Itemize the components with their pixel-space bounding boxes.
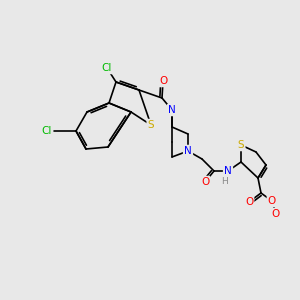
Text: H: H [220, 176, 227, 185]
Text: O: O [159, 76, 167, 86]
Text: O: O [272, 209, 280, 219]
Text: N: N [224, 166, 232, 176]
Text: N: N [168, 105, 176, 115]
Text: O: O [268, 196, 276, 206]
Text: Cl: Cl [42, 126, 52, 136]
Text: N: N [184, 146, 192, 156]
Text: O: O [245, 197, 253, 207]
Text: Cl: Cl [102, 63, 112, 73]
Text: S: S [238, 140, 244, 150]
Text: O: O [201, 177, 209, 187]
Text: S: S [148, 120, 154, 130]
